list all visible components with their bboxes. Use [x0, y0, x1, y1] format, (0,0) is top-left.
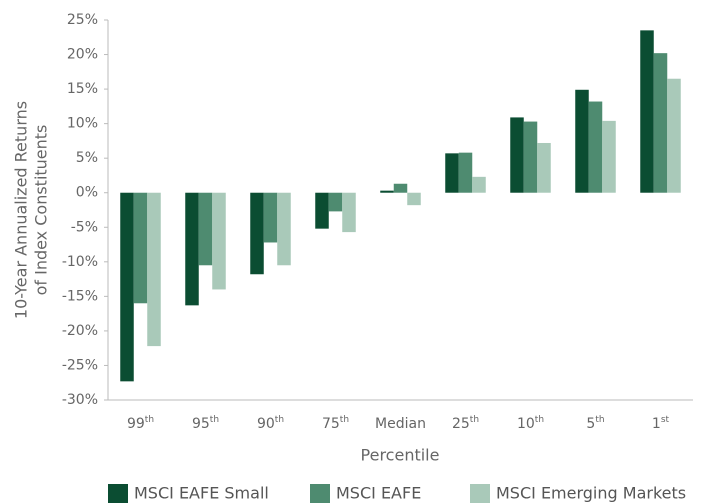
y-tick-label: 5%	[76, 150, 98, 166]
y-tick-label: 20%	[67, 47, 98, 63]
y-axis-title: of Index Constituents	[32, 125, 51, 296]
y-tick-label: -15%	[62, 288, 98, 304]
x-tick-label: 1st	[652, 415, 670, 433]
y-tick-label: -5%	[71, 219, 98, 235]
bar	[342, 192, 356, 233]
bar	[315, 192, 329, 229]
bar	[133, 192, 148, 304]
bar	[120, 192, 134, 382]
bar	[510, 117, 524, 193]
bar	[250, 192, 264, 275]
y-axis-title: 10-Year Annualized Returns	[12, 101, 31, 319]
x-tick-label: 90th	[257, 415, 284, 433]
bar	[575, 89, 589, 193]
legend-swatch	[470, 484, 490, 503]
bar	[537, 142, 551, 193]
x-axis-title: Percentile	[361, 446, 440, 465]
y-tick-label: 25%	[67, 12, 98, 28]
bar	[653, 53, 668, 193]
bar	[640, 30, 654, 193]
y-tick-label: -25%	[62, 357, 98, 373]
y-tick-label: 0%	[76, 185, 98, 201]
bar	[523, 121, 538, 193]
legend-text: MSCI Emerging Markets	[496, 484, 686, 503]
bar	[198, 192, 213, 266]
legend-text: MSCI EAFE Small	[134, 484, 269, 503]
bar	[212, 192, 226, 290]
legend-swatch	[310, 484, 330, 503]
bar	[263, 192, 278, 243]
bar	[472, 176, 486, 193]
bar	[328, 192, 343, 212]
y-tick-label: -20%	[62, 323, 98, 339]
y-tick-label: -10%	[62, 254, 98, 270]
x-tick-label: 95th	[192, 415, 219, 433]
x-tick-label: 25th	[452, 415, 479, 433]
x-tick-label: 5th	[586, 415, 604, 433]
x-tick-label: 99th	[127, 415, 154, 433]
legend-text: MSCI EAFE	[336, 484, 421, 503]
bar	[458, 152, 473, 193]
bar	[185, 192, 199, 306]
x-tick-label: 10th	[517, 415, 544, 433]
y-tick-label: 15%	[67, 81, 98, 97]
x-tick-label: Median	[375, 416, 426, 432]
bar	[407, 192, 421, 206]
bar	[667, 78, 681, 193]
legend-swatch	[108, 484, 128, 503]
bar	[602, 120, 616, 193]
bar	[393, 183, 408, 193]
bar	[277, 192, 291, 266]
bar	[445, 153, 459, 193]
y-tick-label: 10%	[67, 116, 98, 132]
y-tick-label: -30%	[62, 392, 98, 408]
bar	[588, 101, 603, 193]
bar	[380, 190, 394, 193]
bar	[147, 192, 161, 347]
x-tick-label: 75th	[322, 415, 349, 433]
